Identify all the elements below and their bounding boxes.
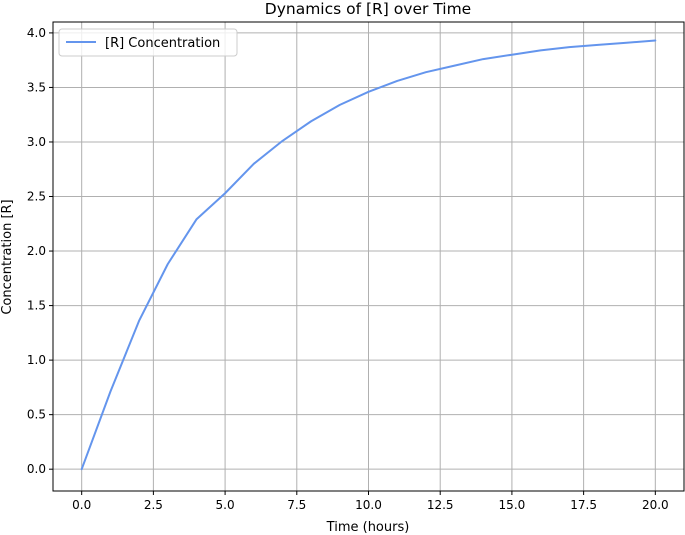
- series-layer: [80, 39, 657, 471]
- x-tick-label: 10.0: [355, 498, 382, 512]
- legend-box: [58, 28, 238, 57]
- x-tick-label: 15.0: [499, 498, 526, 512]
- y-tick-label: 4.0: [27, 26, 46, 40]
- series-line: [80, 39, 657, 471]
- x-axis-label: Time (hours): [326, 520, 410, 535]
- y-tick-label: 2.5: [27, 190, 46, 204]
- x-tick-label: 7.5: [287, 498, 306, 512]
- x-tick-label: 17.5: [570, 498, 597, 512]
- x-tick-label: 12.5: [427, 498, 454, 512]
- y-tick-label: 2.0: [27, 244, 46, 258]
- x-tick-label: 2.5: [144, 498, 163, 512]
- axis-ticks: 0.0 2.5 5.0 7.5 10.0 12.5 15.0 17.5 20.0 0.0 0.5 1.…: [27, 26, 669, 512]
- x-tick-label: 0.0: [72, 498, 91, 512]
- legend-label: [R] Concentration: [105, 36, 220, 51]
- x-tick-label: 20.0: [642, 498, 669, 512]
- y-tick-label: 3.0: [27, 135, 46, 149]
- y-tick-label: 1.5: [27, 299, 46, 313]
- x-tick-label: 5.0: [216, 498, 235, 512]
- chart-title: Dynamics of [R] over Time: [265, 0, 471, 18]
- y-tick-label: 1.0: [27, 353, 46, 367]
- y-tick-label: 0.0: [27, 462, 46, 476]
- y-tick-label: 0.5: [27, 408, 46, 422]
- y-tick-label: 3.5: [27, 80, 46, 94]
- y-axis-label: Concentration [R]: [0, 199, 15, 314]
- grid: [53, 22, 684, 491]
- legend: [R] Concentration: [58, 28, 238, 57]
